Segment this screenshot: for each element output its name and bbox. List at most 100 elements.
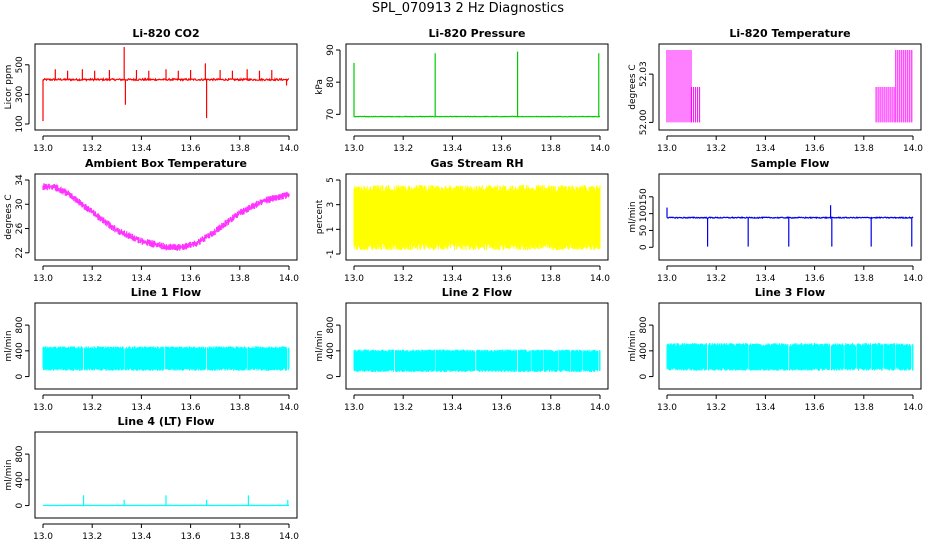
x-tick-label: 13.2 xyxy=(82,274,102,284)
x-tick-label: 13.6 xyxy=(492,144,512,154)
y-axis-label: ml/min xyxy=(4,459,14,490)
chart-title: Sample Flow xyxy=(751,157,830,170)
y-tick-label: 100 xyxy=(639,205,649,222)
y-tick-label: -1 xyxy=(326,250,336,259)
y-tick-label: 70 xyxy=(326,108,336,120)
x-axis: 13.0 13.2 13.4 13.6 13.8 14.0 xyxy=(33,523,299,540)
y-axis: 70 80 90 xyxy=(326,44,341,120)
x-tick-label: 13.4 xyxy=(442,274,462,284)
x-tick-label: 14.0 xyxy=(279,532,299,540)
x-tick-label: 13.8 xyxy=(230,532,250,540)
x-tick-label: 14.0 xyxy=(903,144,923,154)
series-line xyxy=(666,216,914,220)
x-tick-label: 14.0 xyxy=(590,144,610,154)
chart-title: Line 4 (LT) Flow xyxy=(118,415,215,428)
y-axis: 0 400 800 xyxy=(15,316,30,379)
y-axis-label: degrees C xyxy=(628,64,638,109)
x-axis: 13.0 13.2 13.4 13.6 13.8 14.0 xyxy=(344,394,610,413)
x-tick-label: 13.4 xyxy=(131,144,151,154)
plot-frame xyxy=(345,302,609,390)
y-tick-label: 22 xyxy=(15,247,25,258)
chart-li-820-co2: Li-820 CO2 13.0 13.2 13.4 13.6 13.8 14.0 100 300… xyxy=(4,27,299,154)
x-axis: 13.0 13.2 13.4 13.6 13.8 14.0 xyxy=(33,394,299,413)
x-tick-label: 13.2 xyxy=(706,274,726,284)
y-tick-label: 52.00 xyxy=(639,109,649,135)
y-tick-label: 0 xyxy=(639,373,649,379)
x-axis: 13.0 13.2 13.4 13.6 13.8 14.0 xyxy=(657,265,923,284)
x-tick-label: 13.0 xyxy=(33,403,53,413)
y-tick-label: 800 xyxy=(15,316,25,333)
x-tick-label: 14.0 xyxy=(590,274,610,284)
y-tick-label: 400 xyxy=(639,342,649,359)
y-tick-label: 34 xyxy=(15,174,25,186)
y-tick-label: 0 xyxy=(326,373,336,379)
x-tick-label: 13.8 xyxy=(230,403,250,413)
series-sample-flow xyxy=(666,205,914,247)
y-axis-label: ml/min xyxy=(628,201,638,232)
x-tick-label: 14.0 xyxy=(590,403,610,413)
x-tick-label: 13.6 xyxy=(181,274,201,284)
x-tick-label: 14.0 xyxy=(279,274,299,284)
series-box-temp xyxy=(42,183,290,251)
x-tick-label: 13.8 xyxy=(854,274,874,284)
y-axis: 0 400 800 xyxy=(326,316,341,379)
x-tick-label: 13.0 xyxy=(657,274,677,284)
x-tick-label: 13.6 xyxy=(492,274,512,284)
x-tick-label: 13.8 xyxy=(541,144,561,154)
x-tick-label: 13.8 xyxy=(854,403,874,413)
y-axis: 52.00 52.03 xyxy=(639,61,654,135)
x-tick-label: 13.8 xyxy=(230,144,250,154)
y-tick-label: 30 xyxy=(15,198,25,210)
x-tick-label: 13.4 xyxy=(131,274,151,284)
x-tick-label: 14.0 xyxy=(279,403,299,413)
x-tick-label: 13.2 xyxy=(393,144,413,154)
series-co2 xyxy=(42,47,290,122)
x-tick-label: 13.0 xyxy=(657,403,677,413)
x-axis: 13.0 13.2 13.4 13.6 13.8 14.0 xyxy=(33,265,299,284)
plot-frame xyxy=(34,173,298,261)
x-tick-label: 13.2 xyxy=(706,403,726,413)
x-tick-label: 13.2 xyxy=(82,144,102,154)
x-tick-label: 13.8 xyxy=(854,144,874,154)
x-axis: 13.0 13.2 13.4 13.6 13.8 14.0 xyxy=(657,394,923,413)
x-tick-label: 13.4 xyxy=(755,274,775,284)
chart-title: Li-820 Temperature xyxy=(729,27,850,40)
plot-frame xyxy=(34,43,298,131)
x-tick-label: 13.8 xyxy=(230,274,250,284)
x-tick-label: 13.0 xyxy=(344,274,364,284)
y-axis: 0 400 800 xyxy=(639,316,654,379)
chart-line-1-flow: Line 1 Flow 13.0 13.2 13.4 13.6 13.8 14.0 0 400 8… xyxy=(4,286,299,413)
x-tick-label: 13.4 xyxy=(442,144,462,154)
series-rh xyxy=(353,185,601,251)
x-tick-label: 13.4 xyxy=(755,144,775,154)
chart-title: Gas Stream RH xyxy=(430,157,523,170)
x-tick-label: 13.6 xyxy=(492,403,512,413)
y-tick-label: 26 xyxy=(15,223,25,235)
y-tick-label: 3 xyxy=(326,202,336,208)
x-axis: 13.0 13.2 13.4 13.6 13.8 14.0 xyxy=(33,135,299,154)
y-tick-label: 5 xyxy=(326,177,336,183)
chart-sample-flow: Sample Flow 13.0 13.2 13.4 13.6 13.8 14.0 0 50 10… xyxy=(628,157,923,284)
y-axis: -1 1 3 5 xyxy=(326,177,341,259)
x-tick-label: 13.0 xyxy=(33,274,53,284)
plot-frame xyxy=(658,302,922,390)
x-tick-label: 13.2 xyxy=(706,144,726,154)
y-tick-label: 400 xyxy=(15,471,25,488)
x-axis: 13.0 13.2 13.4 13.6 13.8 14.0 xyxy=(344,135,610,154)
y-axis-label: kPa xyxy=(315,79,325,95)
y-tick-label: 0 xyxy=(15,373,25,379)
y-tick-label: 50 xyxy=(639,224,649,236)
y-axis: 100 300 500 xyxy=(15,56,30,133)
x-tick-label: 13.4 xyxy=(755,403,775,413)
x-tick-label: 13.2 xyxy=(393,274,413,284)
x-tick-label: 14.0 xyxy=(903,274,923,284)
chart-gas-stream-rh: Gas Stream RH 13.0 13.2 13.4 13.6 13.8 14.0 -1 1… xyxy=(315,157,610,284)
x-tick-label: 14.0 xyxy=(903,403,923,413)
y-axis-label: ml/min xyxy=(315,330,325,361)
x-tick-label: 13.2 xyxy=(82,532,102,540)
x-tick-label: 13.6 xyxy=(805,274,825,284)
x-tick-label: 13.6 xyxy=(181,403,201,413)
series-line-3 xyxy=(666,343,914,371)
